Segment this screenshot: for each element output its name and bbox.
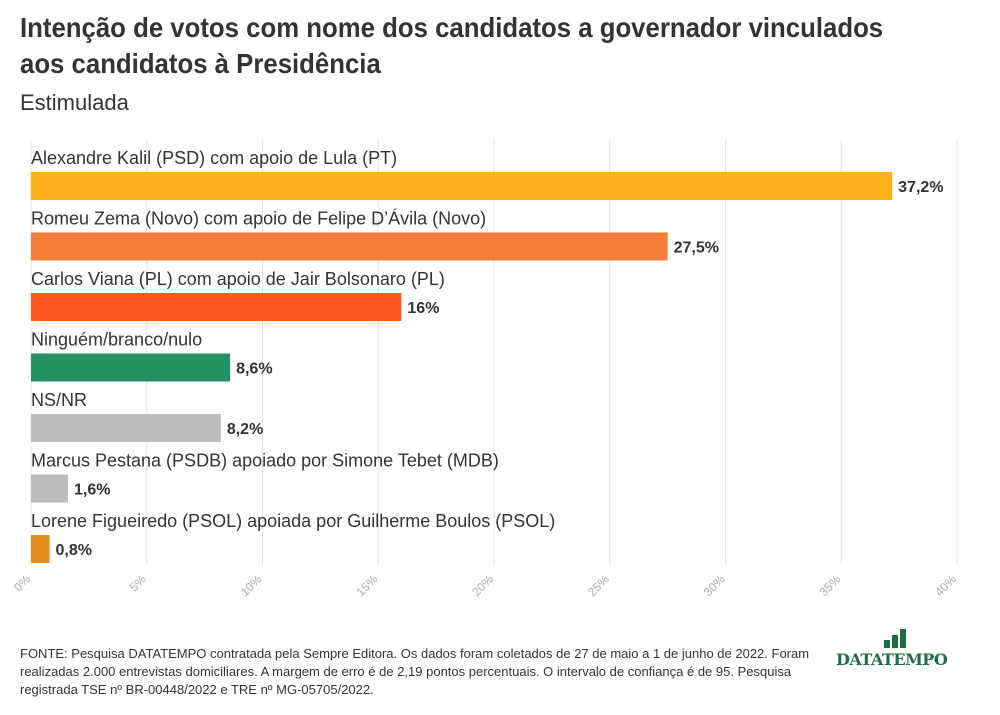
x-tick-label: 0% <box>11 572 33 594</box>
x-tick-label: 35% <box>816 572 843 599</box>
bar <box>31 535 50 563</box>
value-label: 0,8% <box>56 542 92 559</box>
category-label: Marcus Pestana (PSDB) apoiado por Simone… <box>31 451 499 471</box>
x-tick-label: 30% <box>701 572 728 599</box>
value-label: 27,5% <box>674 240 719 257</box>
chart-subtitle: Estimulada <box>20 90 129 115</box>
bars: Alexandre Kalil (PSD) com apoio de Lula … <box>31 148 944 563</box>
x-axis: 0% 5% 10% 15% 20% 25% 30% 35% 40% <box>11 572 959 599</box>
value-label: 8,6% <box>236 361 272 378</box>
bar <box>31 232 668 261</box>
bar <box>31 353 231 382</box>
bar <box>31 414 221 442</box>
chart-title: Intenção de votos com nome dos candidato… <box>20 12 884 79</box>
bar <box>31 474 69 503</box>
logo-bars-icon <box>884 628 908 648</box>
value-label: 8,2% <box>227 421 263 438</box>
category-label: Lorene Figueiredo (PSOL) apoiada por Gui… <box>31 511 555 531</box>
grid-lines <box>30 140 958 565</box>
value-label: 16% <box>407 300 439 317</box>
source-note: FONTE: Pesquisa DATATEMPO contratada pel… <box>20 646 810 697</box>
x-tick-label: 40% <box>932 572 959 599</box>
category-label: Carlos Viana (PL) com apoio de Jair Bols… <box>31 269 445 289</box>
x-tick-label: 20% <box>469 572 496 599</box>
category-label: Alexandre Kalil (PSD) com apoio de Lula … <box>31 148 397 168</box>
x-tick-label: 25% <box>585 572 612 599</box>
category-label: Romeu Zema (Novo) com apoio de Felipe D’… <box>31 209 486 229</box>
logo-text: DATATEMPO <box>836 650 948 669</box>
bar <box>31 293 402 321</box>
value-label: 37,2% <box>898 179 943 196</box>
x-tick-label: 15% <box>353 572 380 599</box>
category-label: NS/NR <box>31 390 87 410</box>
x-tick-label: 10% <box>238 572 265 599</box>
value-label: 1,6% <box>74 482 110 499</box>
category-label: Ninguém/branco/nulo <box>31 330 202 350</box>
x-tick-label: 5% <box>127 572 149 594</box>
datatempo-logo: DATATEMPO <box>836 626 966 670</box>
bar-chart: Alexandre Kalil (PSD) com apoio de Lula … <box>11 140 959 599</box>
bar <box>31 172 893 200</box>
